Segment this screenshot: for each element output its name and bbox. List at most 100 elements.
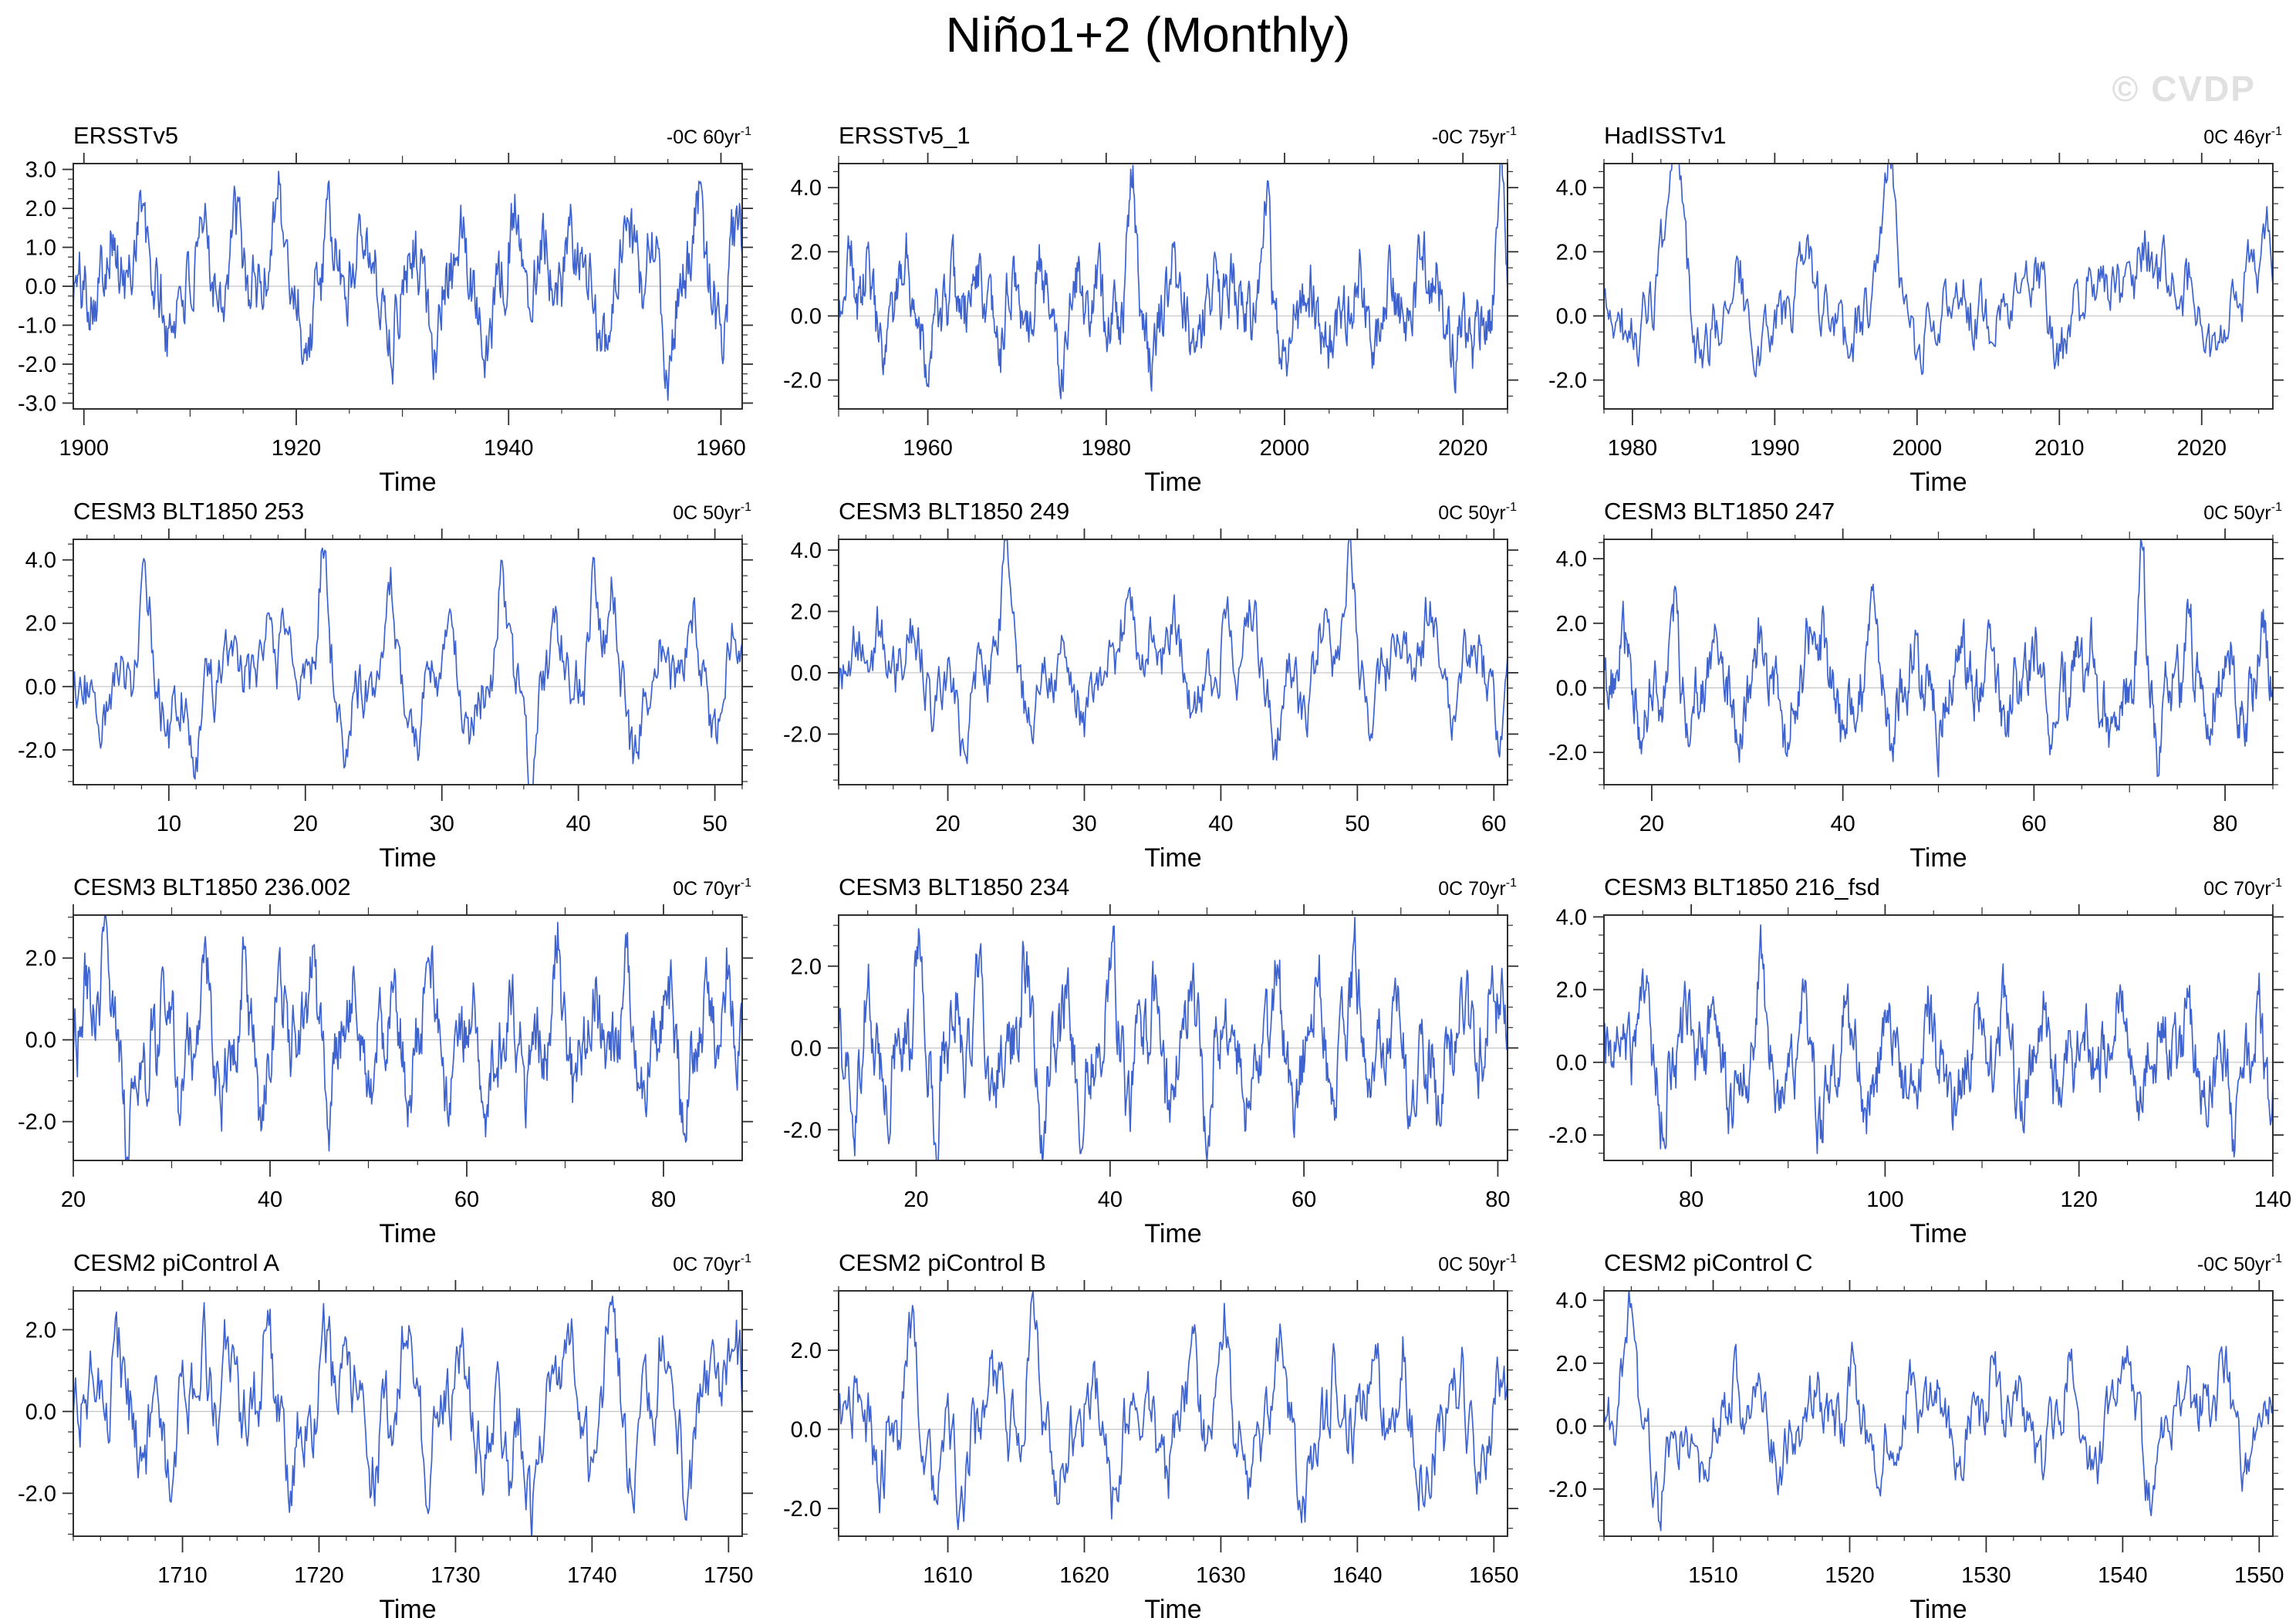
trend-annotation: 0C 50yr-1 <box>673 501 751 524</box>
x-tick-label: 1960 <box>903 436 953 461</box>
x-tick-label: 140 <box>2254 1187 2291 1212</box>
x-axis-label: Time <box>1909 1219 1967 1243</box>
y-tick-label: 0.0 <box>1556 304 1587 329</box>
y-tick-label: 2.0 <box>791 240 822 265</box>
x-tick-label: 1720 <box>294 1563 344 1588</box>
y-tick-label: 0.0 <box>25 1400 56 1424</box>
chart-panel-cesm2-picontrol-c: 1510 1520 1530 1540 1550 -2.0 0.0 2.0 4.0 CESM2 p… <box>1531 1243 2296 1618</box>
x-tick-label: 60 <box>1481 812 1506 836</box>
y-tick-label: 0.0 <box>1556 1414 1587 1439</box>
panel-title: CESM3 BLT1850 247 <box>1604 498 1835 525</box>
y-tick-label: -2.0 <box>1548 369 1587 394</box>
data-line <box>839 164 1508 400</box>
x-tick-label: 1610 <box>923 1563 973 1588</box>
chart-grid: 1900 1920 1940 1960 -3.0 -2.0 -1.0 0.0 1.0 2.0 3.0… <box>0 116 2296 1618</box>
y-tick-label: 0.0 <box>25 275 56 299</box>
x-tick-label: 40 <box>566 812 591 836</box>
timeseries-plot: 80 100 120 140 -2.0 0.0 2.0 4.0 CESM3 BLT1850 21… <box>1548 873 2291 1248</box>
y-tick-label: -3.0 <box>18 391 56 416</box>
x-tick-label: 1530 <box>1961 1563 2011 1588</box>
x-tick-label: 20 <box>1639 812 1664 836</box>
x-tick-label: 1740 <box>567 1563 617 1588</box>
y-tick-label: 4.0 <box>1556 176 1587 201</box>
y-tick-label: 0.0 <box>1556 1051 1587 1076</box>
x-tick-label: 1640 <box>1332 1563 1383 1588</box>
timeseries-plot: 1510 1520 1530 1540 1550 -2.0 0.0 2.0 4.0 CESM2 p… <box>1548 1249 2284 1618</box>
chart-panel-cesm3-blt1850-253: 10 20 30 40 50 -2.0 0.0 2.0 4.0 CESM3 BLT1850 253… <box>0 491 765 873</box>
y-tick-label: 2.0 <box>791 1339 822 1363</box>
chart-panel-ersstv5: 1900 1920 1940 1960 -3.0 -2.0 -1.0 0.0 1.0 2.0 3.0… <box>0 116 765 497</box>
y-tick-label: 0.0 <box>25 675 56 700</box>
data-line <box>73 171 742 401</box>
panel-title: ERSSTv5 <box>73 122 178 149</box>
chart-panel-cesm3-blt1850-249: 20 30 40 50 60 -2.0 0.0 2.0 4.0 CESM3 BLT1850 249… <box>765 491 1531 873</box>
data-line <box>73 547 742 785</box>
y-tick-label: 3.0 <box>25 158 56 183</box>
chart-panel-cesm3-blt1850-234: 20 40 60 80 -2.0 0.0 2.0 CESM3 BLT1850 234 0C 70… <box>765 867 1531 1248</box>
y-tick-label: -2.0 <box>783 722 822 747</box>
y-tick-label: 2.0 <box>1556 1352 1587 1376</box>
trend-annotation: -0C 60yr-1 <box>667 125 751 148</box>
panel-title: CESM3 BLT1850 236.002 <box>73 873 351 900</box>
data-line <box>1604 539 2273 778</box>
x-tick-label: 2010 <box>2034 436 2085 461</box>
x-tick-label: 120 <box>2061 1187 2098 1212</box>
x-axis-label: Time <box>379 468 436 491</box>
x-tick-label: 1620 <box>1059 1563 1109 1588</box>
x-tick-label: 20 <box>61 1187 86 1212</box>
chart-panel-cesm3-blt1850-216-fsd: 80 100 120 140 -2.0 0.0 2.0 4.0 CESM3 BLT1850 21… <box>1531 867 2296 1248</box>
panel-title: CESM2 piControl C <box>1604 1249 1812 1276</box>
x-tick-label: 80 <box>1679 1187 1703 1212</box>
y-tick-label: 4.0 <box>25 549 56 573</box>
x-tick-label: 2000 <box>1893 436 1943 461</box>
data-line <box>839 539 1508 765</box>
x-tick-label: 1730 <box>430 1563 481 1588</box>
y-tick-label: 2.0 <box>1556 612 1587 637</box>
data-line <box>1604 164 2273 378</box>
x-axis-label: Time <box>1144 1595 1201 1618</box>
x-tick-label: 2020 <box>2177 436 2227 461</box>
y-tick-label: 4.0 <box>791 539 822 563</box>
x-tick-label: 80 <box>1485 1187 1510 1212</box>
y-tick-label: 2.0 <box>25 1318 56 1343</box>
x-tick-label: 1630 <box>1196 1563 1246 1588</box>
trend-annotation: 0C 50yr-1 <box>1438 1252 1517 1275</box>
x-axis-label: Time <box>379 1219 436 1243</box>
cvdp-watermark: © CVDP <box>2112 69 2256 109</box>
x-tick-label: 60 <box>2021 812 2046 836</box>
timeseries-plot: 1900 1920 1940 1960 -3.0 -2.0 -1.0 0.0 1.0 2.0 3.0… <box>18 122 753 497</box>
x-tick-label: 40 <box>1098 1187 1123 1212</box>
x-tick-label: 80 <box>2213 812 2237 836</box>
page-header: Niño1+2 (Monthly) © CVDP <box>0 0 2296 116</box>
panel-title: CESM3 BLT1850 253 <box>73 498 304 525</box>
y-tick-label: 0.0 <box>791 304 822 329</box>
y-tick-label: 1.0 <box>25 236 56 261</box>
y-tick-label: 4.0 <box>1556 905 1587 930</box>
y-tick-label: -2.0 <box>18 1481 56 1506</box>
x-tick-label: 20 <box>903 1187 928 1212</box>
x-tick-label: 1980 <box>1608 436 1658 461</box>
x-tick-label: 60 <box>1292 1187 1316 1212</box>
y-tick-label: -2.0 <box>18 738 56 763</box>
chart-panel-cesm3-blt1850-247: 20 40 60 80 -2.0 0.0 2.0 4.0 CESM3 BLT1850 247 0C… <box>1531 491 2296 873</box>
y-tick-label: -2.0 <box>783 1118 822 1143</box>
y-tick-label: 2.0 <box>791 954 822 979</box>
data-line <box>73 915 742 1160</box>
chart-panel-cesm2-picontrol-b: 1610 1620 1630 1640 1650 -2.0 0.0 2.0 CESM2 piCo… <box>765 1243 1531 1618</box>
timeseries-plot: 1960 1980 2000 2020 -2.0 0.0 2.0 4.0 ERSSTv5_1 -0… <box>783 122 1518 497</box>
x-tick-label: 1710 <box>157 1563 208 1588</box>
y-tick-label: 2.0 <box>1556 978 1587 1003</box>
x-tick-label: 100 <box>1866 1187 1903 1212</box>
timeseries-plot: 20 30 40 50 60 -2.0 0.0 2.0 4.0 CESM3 BLT1850 249… <box>783 498 1518 873</box>
panel-title: CESM3 BLT1850 216_fsd <box>1604 873 1880 900</box>
x-axis-label: Time <box>1144 1219 1201 1243</box>
page-title: Niño1+2 (Monthly) <box>945 7 1351 62</box>
x-tick-label: 30 <box>1072 812 1096 836</box>
x-tick-label: 1960 <box>696 436 746 461</box>
trend-annotation: -0C 75yr-1 <box>1432 125 1517 148</box>
panel-title: CESM3 BLT1850 234 <box>839 873 1069 900</box>
data-line <box>839 917 1508 1160</box>
panel-title: CESM2 piControl B <box>839 1249 1046 1276</box>
x-tick-label: 1750 <box>704 1563 754 1588</box>
y-tick-label: 4.0 <box>791 176 822 201</box>
